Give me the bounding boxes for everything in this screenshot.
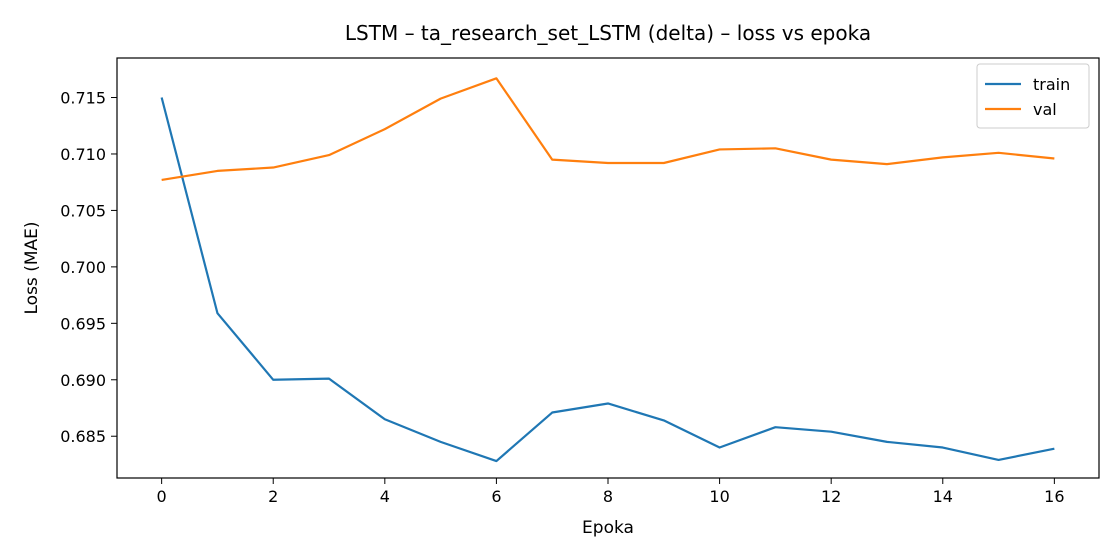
x-tick-label: 2 bbox=[268, 487, 278, 506]
series-line-val bbox=[161, 77, 1055, 182]
legend-box bbox=[976, 63, 1090, 129]
plot-frame bbox=[116, 57, 1100, 479]
y-tick-label: 0.715 bbox=[60, 89, 106, 108]
x-axis: 0 2 4 6 8 10 12 14 16 bbox=[157, 478, 1065, 506]
y-tick-label: 0.695 bbox=[60, 314, 106, 333]
y-tick-label: 0.700 bbox=[60, 258, 106, 277]
legend-label-train: train bbox=[1033, 75, 1070, 94]
x-tick-label: 0 bbox=[157, 487, 167, 506]
y-tick-label: 0.710 bbox=[60, 145, 106, 164]
x-tick-label: 14 bbox=[933, 487, 953, 506]
x-tick-label: 10 bbox=[709, 487, 729, 506]
x-tick-label: 12 bbox=[821, 487, 841, 506]
y-tick-label: 0.690 bbox=[60, 371, 106, 390]
y-tick-label: 0.685 bbox=[60, 427, 106, 446]
y-axis-label: Loss (MAE) bbox=[22, 222, 42, 315]
series-layer bbox=[160, 77, 1055, 463]
x-tick-label: 8 bbox=[603, 487, 613, 506]
legend: train val bbox=[976, 63, 1090, 129]
legend-label-val: val bbox=[1033, 100, 1057, 119]
x-tick-label: 16 bbox=[1044, 487, 1064, 506]
x-tick-label: 6 bbox=[491, 487, 501, 506]
y-tick-label: 0.705 bbox=[60, 201, 106, 220]
y-axis: 0.685 0.690 0.695 0.700 0.705 0.710 0.715 bbox=[60, 89, 117, 446]
chart-title: LSTM – ta_research_set_LSTM (delta) – lo… bbox=[345, 21, 871, 45]
x-axis-label: Epoka bbox=[582, 518, 634, 538]
x-tick-label: 4 bbox=[380, 487, 390, 506]
series-line-train bbox=[160, 97, 1055, 463]
